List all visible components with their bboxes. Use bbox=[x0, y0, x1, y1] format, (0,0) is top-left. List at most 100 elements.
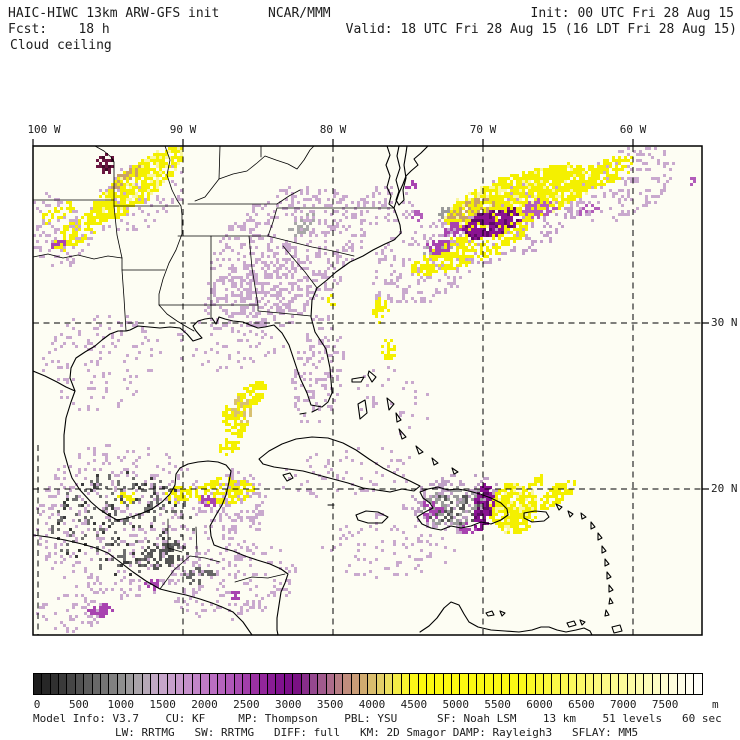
colorbar-tick-label: 4500 bbox=[400, 698, 428, 711]
colorbar-cell bbox=[284, 674, 294, 694]
axis-ticks bbox=[32, 139, 709, 490]
colorbar-cell bbox=[435, 674, 444, 694]
field-name: Cloud ceiling bbox=[10, 38, 112, 53]
colorbar-tick-label: 500 bbox=[68, 698, 89, 711]
colorbar-cell bbox=[460, 674, 469, 694]
colorbar-tick-label: 1500 bbox=[149, 698, 176, 711]
colorbar-tick-label: 4000 bbox=[358, 698, 386, 711]
colorbar-cell bbox=[660, 674, 670, 694]
colorbar-cell bbox=[75, 674, 85, 694]
colorbar-cell bbox=[301, 674, 310, 694]
colorbar-cell bbox=[393, 674, 402, 694]
colorbar-cell bbox=[552, 674, 561, 694]
colorbar-cell bbox=[268, 674, 277, 694]
map-inner bbox=[33, 146, 702, 635]
colorbar-tick-label: 6500 bbox=[568, 698, 595, 711]
colorbar-cell bbox=[184, 674, 193, 694]
colorbar-cell bbox=[100, 674, 110, 694]
colorbar-cell bbox=[242, 674, 252, 694]
colorbar-cell bbox=[92, 674, 101, 694]
colorbar-tick-label: 6000 bbox=[526, 698, 553, 711]
colorbar-cell bbox=[50, 674, 60, 694]
colorbar-cell bbox=[677, 674, 687, 694]
colorbar-cell bbox=[192, 674, 202, 694]
colorbar-cell bbox=[468, 674, 478, 694]
colorbar-cell bbox=[602, 674, 611, 694]
colorbar-cell bbox=[209, 674, 218, 694]
colorbar-tick-label: 2500 bbox=[233, 698, 260, 711]
graticule bbox=[33, 146, 702, 635]
colorbar-cell bbox=[518, 674, 528, 694]
x-axis-label-60w: 60 W bbox=[619, 123, 647, 136]
colorbar-cell bbox=[477, 674, 486, 694]
forecast-hour: Fcst: 18 h bbox=[8, 22, 110, 37]
colorbar-cell bbox=[360, 674, 369, 694]
colorbar-cell bbox=[201, 674, 210, 694]
colorbar-cell bbox=[686, 674, 695, 694]
political-borders bbox=[33, 146, 395, 590]
colorbar-cell bbox=[334, 674, 344, 694]
colorbar-cell bbox=[443, 674, 452, 694]
colorbar-tick-label: 3500 bbox=[316, 698, 344, 711]
colorbar-tick-label: 3000 bbox=[275, 698, 302, 711]
map-background bbox=[33, 146, 702, 635]
colorbar-cell bbox=[159, 674, 168, 694]
colorbar-cell bbox=[309, 674, 319, 694]
colorbar-cell bbox=[510, 674, 519, 694]
y-axis-label-30n: 30 N bbox=[711, 316, 738, 329]
colorbar-cell bbox=[142, 674, 152, 694]
colorbar-cell bbox=[594, 674, 603, 694]
colorbar-cell bbox=[42, 674, 51, 694]
colorbar-cell bbox=[619, 674, 628, 694]
colorbar-cell bbox=[410, 674, 419, 694]
colorbar-cell bbox=[652, 674, 661, 694]
colorbar-tick-label: 2000 bbox=[191, 698, 218, 711]
x-axis-label-80w: 80 W bbox=[319, 123, 347, 136]
colorbar-cell bbox=[125, 674, 135, 694]
colorbar-cell bbox=[318, 674, 327, 694]
org-label: NCAR/MMM bbox=[268, 6, 331, 21]
y-axis-label-20n: 20 N bbox=[711, 482, 738, 495]
colorbar-cell bbox=[151, 674, 160, 694]
colorbar-cell bbox=[251, 674, 260, 694]
colorbar-cell bbox=[569, 674, 578, 694]
colorbar-tick-label: 0 bbox=[33, 698, 41, 711]
colorbar-cell bbox=[293, 674, 302, 694]
colorbar-cell bbox=[368, 674, 377, 694]
colorbar-cell bbox=[59, 674, 68, 694]
colorbar-cell bbox=[67, 674, 76, 694]
colorbar-cell bbox=[669, 674, 678, 694]
model-title: HAIC-HIWC 13km ARW-GFS init bbox=[8, 6, 220, 21]
colorbar-cell bbox=[502, 674, 511, 694]
valid-time: Valid: 18 UTC Fri 28 Aug 15 (16 LDT Fri … bbox=[345, 22, 737, 37]
colorbar-tick-label: 7000 bbox=[610, 698, 637, 711]
colorbar-cell bbox=[134, 674, 143, 694]
colorbar-unit: m bbox=[712, 698, 719, 711]
colorbar-cell bbox=[585, 674, 595, 694]
colorbar-cell bbox=[543, 674, 553, 694]
colorbar-cell bbox=[527, 674, 536, 694]
colorbar-cell bbox=[577, 674, 586, 694]
x-axis-label-90w: 90 W bbox=[169, 123, 197, 136]
colorbar-cell bbox=[326, 674, 335, 694]
coastlines bbox=[33, 146, 623, 635]
colorbar-cell bbox=[451, 674, 461, 694]
colorbar-cell bbox=[560, 674, 569, 694]
colorbar-tick-label: 5000 bbox=[442, 698, 470, 711]
init-time: Init: 00 UTC Fri 28 Aug 15 bbox=[530, 6, 735, 21]
colorbar-cell bbox=[217, 674, 227, 694]
colorbar-cell bbox=[493, 674, 503, 694]
colorbar-cell bbox=[234, 674, 243, 694]
colorbar-cell bbox=[84, 674, 93, 694]
colorbar-cell bbox=[535, 674, 544, 694]
map-frame bbox=[32, 145, 703, 636]
colorbar-cell bbox=[351, 674, 361, 694]
colorbar-cell bbox=[644, 674, 653, 694]
colorbar-cell bbox=[226, 674, 235, 694]
model-info-line2: LW: RRTMG SW: RRTMG DIFF: full KM: 2D Sm… bbox=[115, 726, 639, 739]
colorbar-tick-label: 1000 bbox=[107, 698, 135, 711]
colorbar-cell bbox=[627, 674, 636, 694]
colorbar-cell bbox=[694, 674, 702, 694]
x-axis-label-70w: 70 W bbox=[469, 123, 497, 136]
